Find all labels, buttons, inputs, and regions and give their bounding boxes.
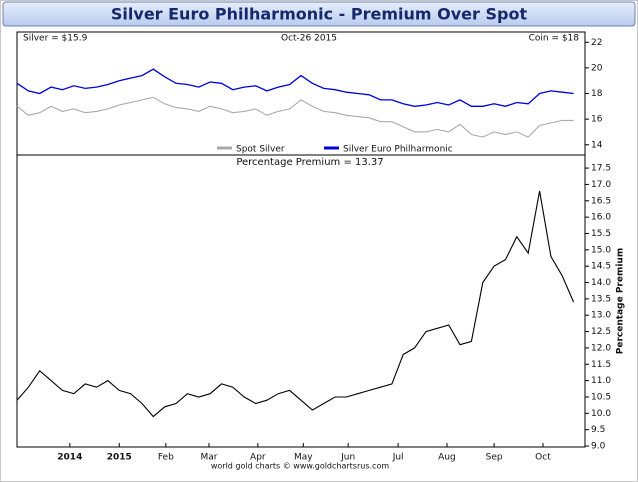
y-axis-label: Percentage Premium xyxy=(616,248,626,354)
y-tick-label: 11.0 xyxy=(591,376,611,386)
y-tick-label: 9.0 xyxy=(591,442,606,452)
x-tick-label: Mar xyxy=(200,453,217,463)
x-tick-label: Aug xyxy=(438,453,456,463)
panel-title: Percentage Premium = 13.37 xyxy=(236,157,383,168)
y-tick-label: 12.0 xyxy=(591,343,611,353)
series-line xyxy=(16,190,575,418)
y-tick-label: 22 xyxy=(591,38,602,48)
series-line xyxy=(16,96,574,138)
x-tick-label: Oct xyxy=(535,453,551,463)
y-tick-label: 12.5 xyxy=(591,327,611,337)
y-tick-label: 16 xyxy=(591,115,603,125)
y-tick-label: 17.5 xyxy=(591,164,611,174)
y-tick-label: 16.5 xyxy=(591,196,611,206)
x-tick-label: Feb xyxy=(158,453,174,463)
y-tick-label: 14 xyxy=(591,140,603,150)
title-bar xyxy=(2,1,636,27)
y-tick-label: 10.5 xyxy=(591,392,611,402)
annotation: Oct-26 2015 xyxy=(281,34,337,44)
x-tick-label: Sep xyxy=(486,453,503,463)
y-tick-label: 10.0 xyxy=(591,409,611,419)
annotation: Coin = $18 xyxy=(529,34,580,44)
legend-label: Spot Silver xyxy=(236,145,285,155)
y-tick-label: 20 xyxy=(591,63,603,73)
plot-frame xyxy=(16,31,586,448)
x-tick-label: Jun xyxy=(340,453,355,463)
x-tick-label: May xyxy=(294,453,313,463)
y-tick-label: 13.0 xyxy=(591,311,611,321)
y-tick-label: 17.0 xyxy=(591,180,611,190)
series-line xyxy=(16,68,574,107)
y-tick-label: 14.5 xyxy=(591,262,611,272)
x-tick-label: 2015 xyxy=(107,453,132,463)
x-tick-label: Jul xyxy=(392,453,404,463)
page-title: Silver Euro Philharmonic - Premium Over … xyxy=(111,5,528,24)
y-tick-label: 13.5 xyxy=(591,294,611,304)
footer: world gold charts © www.goldchartsrus.co… xyxy=(211,462,389,471)
y-tick-label: 18 xyxy=(591,89,603,99)
y-tick-label: 16.0 xyxy=(591,213,611,223)
y-tick-label: 15.0 xyxy=(591,245,611,255)
y-tick-label: 9.5 xyxy=(591,425,605,435)
annotation: Silver = $15.9 xyxy=(23,34,88,44)
x-tick-label: 2014 xyxy=(57,453,82,463)
legend-label: Silver Euro Philharmonic xyxy=(343,145,453,155)
x-tick-label: Apr xyxy=(250,453,266,463)
y-tick-label: 14.0 xyxy=(591,278,611,288)
y-tick-label: 11.5 xyxy=(591,360,611,370)
y-tick-label: 15.5 xyxy=(591,229,611,239)
